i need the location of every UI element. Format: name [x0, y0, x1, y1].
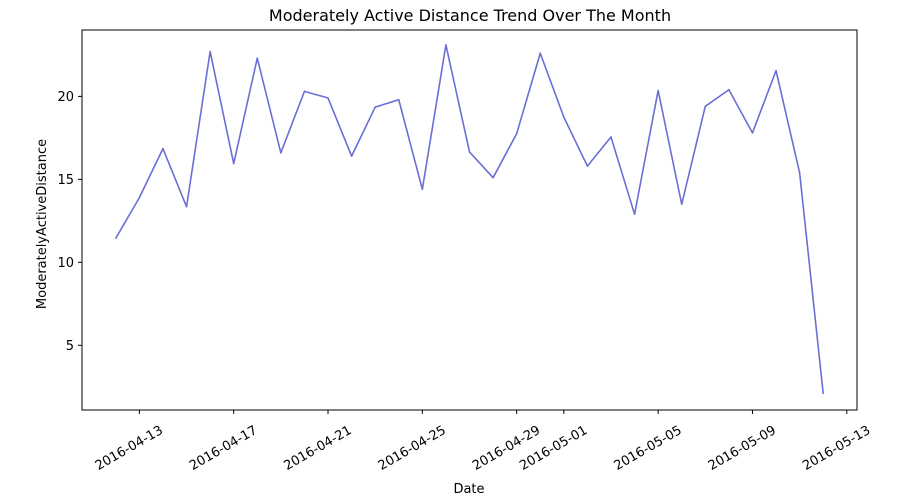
data-point — [775, 69, 777, 72]
data-point — [704, 105, 707, 108]
data-point — [445, 44, 447, 46]
x-tick-label: 2016-05-09 — [706, 423, 779, 474]
data-point — [728, 88, 730, 91]
data-point — [468, 151, 471, 153]
chart-title: Moderately Active Distance Trend Over Th… — [269, 6, 671, 25]
data-point — [232, 162, 235, 165]
series-line — [115, 44, 824, 394]
x-tick-label: 2016-05-13 — [800, 423, 873, 474]
y-tick-label: 10 — [57, 256, 74, 271]
data-point — [798, 171, 801, 174]
data-point — [610, 136, 612, 138]
data-point — [114, 237, 117, 240]
data-point — [256, 57, 259, 60]
x-tick-label: 2016-04-25 — [376, 423, 449, 474]
plot-area — [81, 29, 858, 411]
data-point — [421, 188, 424, 191]
x-tick-label: 2016-04-17 — [187, 423, 260, 474]
y-tick-label: 5 — [66, 339, 74, 354]
data-point — [492, 176, 494, 179]
data-point — [680, 203, 683, 206]
x-axis-label: Date — [453, 482, 484, 497]
data-point — [397, 98, 400, 101]
y-tick-label: 20 — [57, 90, 74, 105]
data-point — [633, 213, 636, 215]
y-tick-label: 15 — [57, 173, 74, 188]
x-tick-label: 2016-05-05 — [612, 423, 685, 474]
x-axis: 2016-04-13 2016-04-17 2016-04-21 2016-04-25… — [93, 410, 873, 474]
data-points — [114, 44, 825, 395]
y-axis-label: ModeratelyActiveDistance — [35, 139, 50, 309]
data-point — [209, 50, 211, 53]
data-point — [280, 151, 282, 154]
data-point — [185, 205, 188, 208]
data-point — [374, 106, 376, 108]
data-point — [563, 116, 565, 118]
data-point — [350, 155, 353, 157]
data-point — [138, 196, 141, 199]
data-point — [327, 97, 329, 99]
data-point — [751, 132, 754, 134]
data-point — [822, 392, 825, 395]
data-point — [162, 147, 164, 150]
data-point — [586, 165, 589, 167]
data-point — [539, 52, 542, 55]
y-axis: 5 10 15 20 — [57, 90, 82, 354]
x-tick-label: 2016-04-13 — [93, 423, 166, 474]
data-point — [515, 132, 518, 135]
data-point — [657, 89, 659, 92]
x-tick-label: 2016-04-21 — [281, 423, 354, 474]
data-point — [303, 90, 306, 93]
